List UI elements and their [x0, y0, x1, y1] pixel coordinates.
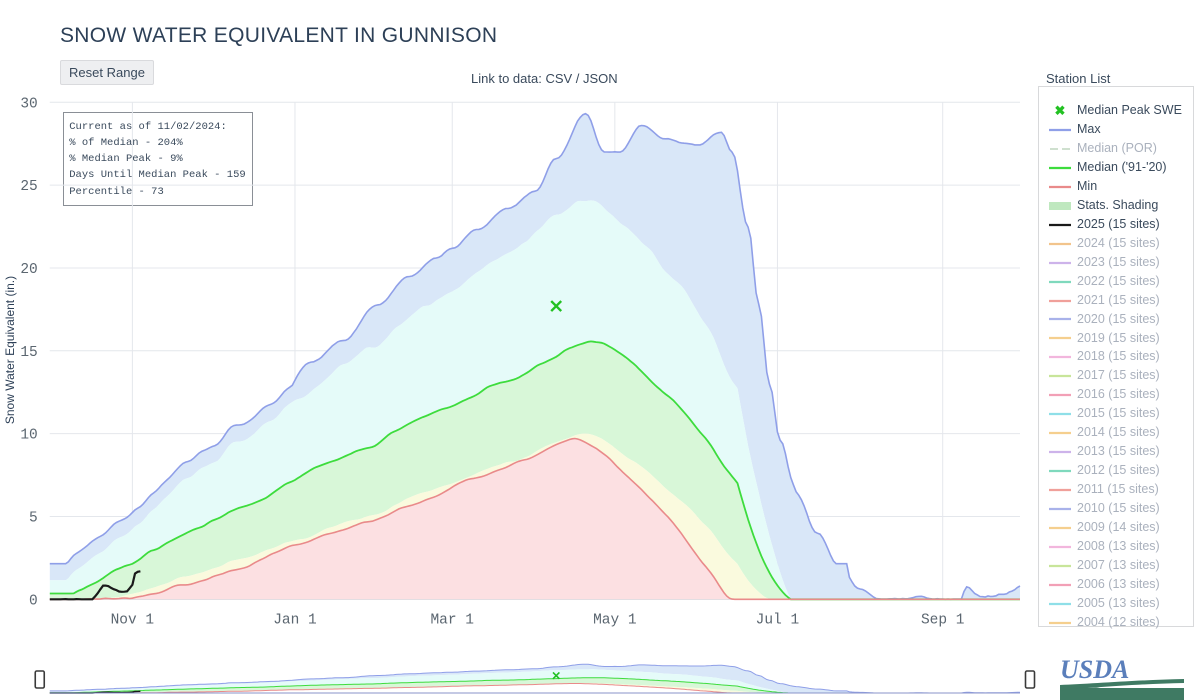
svg-text:Sep 1: Sep 1: [921, 612, 965, 628]
svg-text:✖: ✖: [1055, 104, 1066, 118]
svg-text:Mar 1: Mar 1: [430, 612, 474, 628]
svg-text:10: 10: [20, 428, 37, 444]
svg-text:Jul 1: Jul 1: [756, 612, 800, 628]
svg-text:Jan 1: Jan 1: [273, 612, 317, 628]
svg-text:USDA: USDA: [1060, 655, 1129, 684]
svg-text:0: 0: [29, 593, 38, 609]
svg-text:25: 25: [20, 179, 37, 195]
svg-text:Nov 1: Nov 1: [111, 612, 155, 628]
svg-text:30: 30: [20, 96, 37, 112]
svg-text:May 1: May 1: [593, 612, 637, 628]
svg-text:5: 5: [29, 510, 38, 526]
svg-text:20: 20: [20, 262, 37, 278]
svg-text:15: 15: [20, 345, 37, 361]
